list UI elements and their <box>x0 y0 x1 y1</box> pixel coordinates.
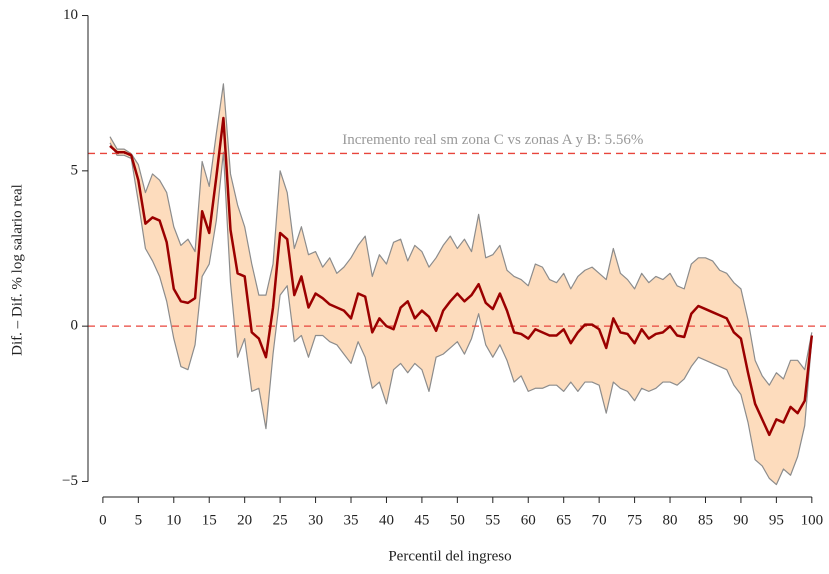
x-tick-label: 70 <box>592 512 607 528</box>
y-tick-label: 0 <box>71 318 79 334</box>
x-tick-label: 45 <box>414 512 429 528</box>
x-tick-label: 10 <box>166 512 181 528</box>
estimate-line <box>109 116 814 437</box>
y-tick-label: −5 <box>62 473 78 489</box>
x-tick-label: 0 <box>99 512 107 528</box>
x-tick-label: 25 <box>273 512 288 528</box>
y-axis-label: Dif. – Dif. % log salario real <box>9 184 25 356</box>
x-tick-label: 20 <box>237 512 252 528</box>
annotation: Incremento real sm zona C vs zonas A y B… <box>342 132 643 148</box>
x-tick-label: 50 <box>450 512 465 528</box>
x-tick-label: 5 <box>135 512 143 528</box>
x-tick-label: 80 <box>663 512 678 528</box>
confidence-band <box>109 83 812 485</box>
band-lower-edge <box>109 142 813 486</box>
x-tick-label: 100 <box>801 512 824 528</box>
x-tick-label: 35 <box>344 512 359 528</box>
x-tick-label: 90 <box>733 512 748 528</box>
x-tick-label: 75 <box>627 512 642 528</box>
x-axis-label: Percentil del ingreso <box>388 548 511 564</box>
x-tick-label: 55 <box>485 512 500 528</box>
x-tick-label: 65 <box>556 512 571 528</box>
x-tick-label: 95 <box>769 512 784 528</box>
y-tick-label: 10 <box>63 7 78 23</box>
x-tick-label: 85 <box>698 512 713 528</box>
x-tick-label: 60 <box>521 512 536 528</box>
y-tick-label: 5 <box>71 162 79 178</box>
band-upper-edge <box>109 83 813 386</box>
x-tick-label: 40 <box>379 512 394 528</box>
x-tick-label: 15 <box>202 512 217 528</box>
x-tick-label: 30 <box>308 512 323 528</box>
